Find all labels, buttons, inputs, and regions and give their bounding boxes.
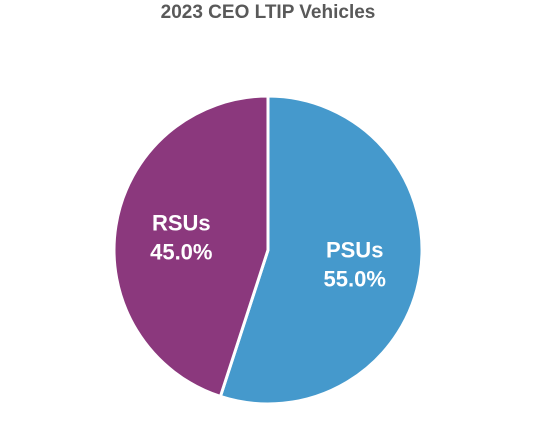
chart-title: 2023 CEO LTIP Vehicles bbox=[160, 2, 376, 23]
slice-value-rsus: 45.0% bbox=[150, 239, 212, 264]
pie-slice-rsus bbox=[112, 94, 270, 398]
slice-value-psus: 55.0% bbox=[324, 267, 386, 292]
slice-label-psus: PSUs bbox=[326, 238, 383, 263]
slice-label-rsus: RSUs bbox=[152, 210, 211, 235]
pie-slice-psus bbox=[218, 94, 424, 406]
pie-labels: PSUs 55.0% RSUs 45.0% bbox=[150, 210, 386, 291]
pie-slices bbox=[112, 94, 424, 406]
